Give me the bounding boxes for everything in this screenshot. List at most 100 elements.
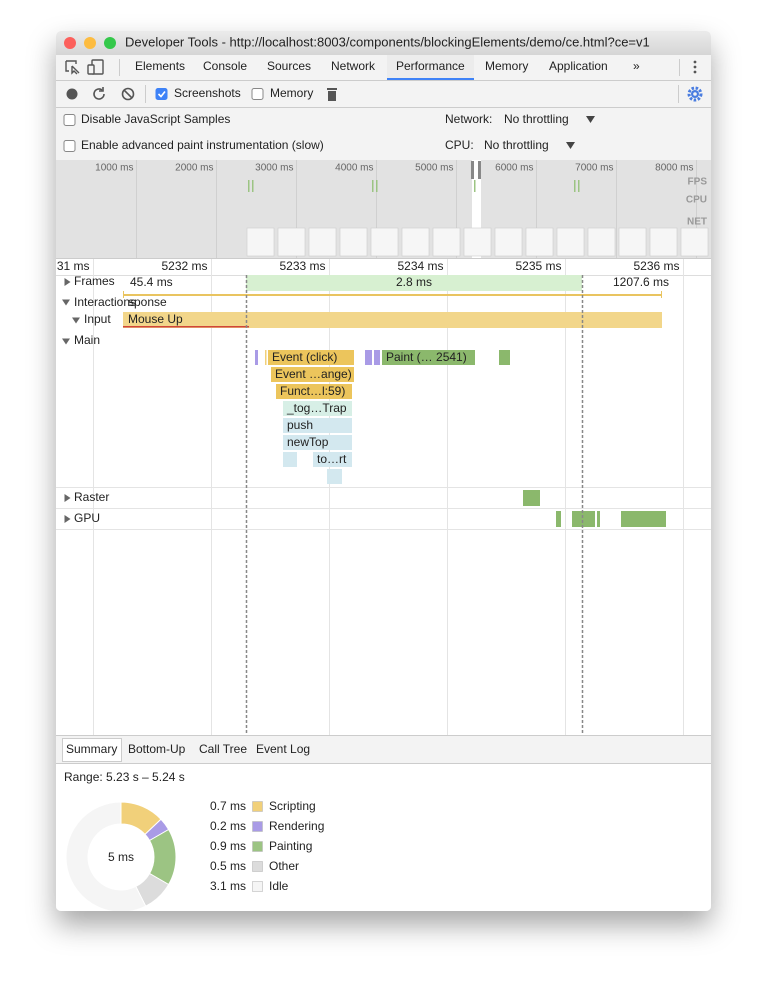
settings-button[interactable] bbox=[687, 86, 703, 102]
tab[interactable]: Elements bbox=[135, 59, 185, 73]
expand-toggle[interactable] bbox=[62, 338, 70, 345]
gpu-block[interactable] bbox=[621, 511, 666, 527]
expand-toggle[interactable] bbox=[62, 299, 70, 306]
timeline-tick-label: 5232 ms bbox=[161, 259, 207, 273]
fps-mark bbox=[578, 180, 580, 192]
checkbox[interactable] bbox=[63, 114, 76, 126]
gpu-block[interactable] bbox=[556, 511, 561, 527]
timeline-tick-label: 5234 ms bbox=[397, 259, 443, 273]
raster-block[interactable] bbox=[523, 490, 540, 506]
reload-button[interactable] bbox=[93, 87, 105, 100]
fps-mark bbox=[252, 180, 254, 192]
option-label: Enable advanced paint instrumentation (s… bbox=[81, 138, 324, 152]
track-label: Interactions bbox=[74, 295, 136, 309]
flame-event[interactable] bbox=[283, 401, 352, 416]
selection-handle[interactable] bbox=[471, 161, 474, 179]
screenshot-thumb bbox=[463, 227, 492, 257]
flame-event[interactable] bbox=[268, 350, 354, 365]
flame-block[interactable] bbox=[374, 350, 380, 365]
expand-toggle[interactable] bbox=[64, 515, 71, 523]
bottom-tab[interactable]: Bottom-Up bbox=[128, 742, 186, 756]
flame-event-label: push bbox=[287, 418, 313, 432]
inspect-icon[interactable] bbox=[65, 60, 80, 75]
expand-toggle[interactable] bbox=[64, 278, 71, 286]
record-button[interactable] bbox=[66, 88, 78, 100]
close-button[interactable] bbox=[64, 37, 76, 49]
tab[interactable]: Sources bbox=[267, 59, 311, 73]
tab[interactable]: Network bbox=[331, 59, 376, 73]
dropdown-arrow[interactable] bbox=[586, 116, 595, 123]
tab[interactable]: Application bbox=[549, 59, 608, 73]
donut-segment bbox=[65, 801, 147, 911]
fps-mark bbox=[574, 180, 576, 192]
clear-button[interactable] bbox=[121, 87, 135, 101]
expand-toggle[interactable] bbox=[72, 317, 80, 324]
fps-mark bbox=[474, 180, 476, 192]
dropdown[interactable]: No throttling bbox=[484, 138, 549, 152]
expand-toggle[interactable] bbox=[64, 494, 71, 502]
input-event-label: Mouse Up bbox=[128, 312, 183, 326]
frame-duration: 45.4 ms bbox=[130, 275, 173, 289]
screenshot-thumb bbox=[308, 227, 337, 257]
overview-tick-label: 4000 ms bbox=[335, 163, 373, 174]
legend-swatch bbox=[252, 821, 263, 832]
timeline-tick-label: 5236 ms bbox=[633, 259, 679, 273]
bottom-tab[interactable]: Summary bbox=[66, 742, 117, 756]
flame-event[interactable] bbox=[283, 418, 352, 433]
fps-mark bbox=[376, 180, 378, 192]
flame-event[interactable] bbox=[283, 435, 352, 450]
tab[interactable]: Memory bbox=[485, 59, 528, 73]
flame-block[interactable] bbox=[265, 350, 267, 365]
tab[interactable]: Console bbox=[203, 59, 247, 73]
trash-button[interactable] bbox=[327, 88, 337, 101]
legend-name: Idle bbox=[269, 879, 289, 893]
bottom-tab[interactable]: Event Log bbox=[256, 742, 310, 756]
screenshot-thumb bbox=[494, 227, 523, 257]
flame-event[interactable] bbox=[382, 350, 475, 365]
flame-event-label: _tog…Trap bbox=[286, 401, 347, 415]
more-tabs[interactable]: » bbox=[633, 59, 640, 73]
legend-value: 0.7 ms bbox=[210, 799, 246, 813]
checkbox-label: Memory bbox=[270, 86, 313, 100]
active-tab[interactable] bbox=[62, 738, 122, 762]
overview-tick-label: 2000 ms bbox=[175, 163, 213, 174]
checkbox[interactable] bbox=[251, 88, 264, 100]
legend-name: Other bbox=[269, 859, 299, 873]
overview-selection[interactable] bbox=[472, 160, 481, 258]
flame-block[interactable] bbox=[283, 452, 297, 467]
screenshot-thumb bbox=[339, 227, 368, 257]
flame-block[interactable] bbox=[499, 350, 510, 365]
gpu-block[interactable] bbox=[597, 511, 600, 527]
menu-icon[interactable] bbox=[693, 60, 697, 74]
bottom-tab-bar bbox=[56, 735, 711, 763]
gpu-block[interactable] bbox=[572, 511, 595, 527]
frame-duration: 1207.6 ms bbox=[613, 275, 669, 289]
flame-event[interactable] bbox=[313, 452, 352, 467]
track-label: Input bbox=[84, 312, 111, 326]
flame-block[interactable] bbox=[255, 350, 258, 365]
screenshot-thumb bbox=[432, 227, 461, 257]
dropdown[interactable]: No throttling bbox=[504, 112, 569, 126]
dropdown-arrow[interactable] bbox=[566, 142, 575, 149]
active-tab[interactable] bbox=[387, 55, 474, 80]
flame-block[interactable] bbox=[365, 350, 372, 365]
summary-range: Range: 5.23 s – 5.24 s bbox=[64, 770, 185, 784]
selection-handle[interactable] bbox=[478, 161, 481, 179]
device-icon[interactable] bbox=[87, 59, 104, 75]
checkmark[interactable] bbox=[157, 91, 166, 98]
bottom-tab[interactable]: Call Tree bbox=[199, 742, 247, 756]
zoom-button[interactable] bbox=[104, 37, 116, 49]
title-bar bbox=[56, 31, 711, 55]
tab[interactable]: Performance bbox=[396, 59, 465, 73]
minimize-button[interactable] bbox=[84, 37, 96, 49]
flame-event[interactable] bbox=[271, 367, 354, 382]
legend-value: 0.5 ms bbox=[210, 859, 246, 873]
timeline-tick-label: 31 ms bbox=[57, 259, 90, 273]
screenshot-thumb bbox=[649, 227, 678, 257]
active-tab-underline bbox=[387, 78, 474, 80]
checkbox[interactable] bbox=[155, 88, 168, 100]
flame-block[interactable] bbox=[327, 469, 342, 484]
flame-event[interactable] bbox=[276, 384, 352, 399]
legend-name: Rendering bbox=[269, 819, 324, 833]
checkbox[interactable] bbox=[63, 140, 76, 152]
